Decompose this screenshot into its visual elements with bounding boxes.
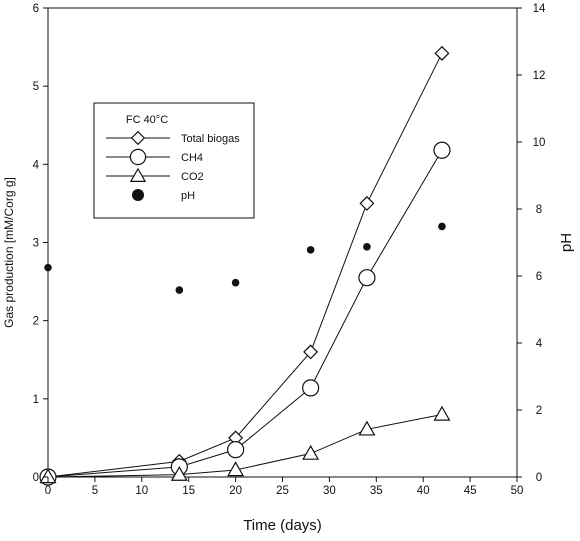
y-tick-label: 3 [33, 238, 39, 250]
y-tick-label: 6 [33, 3, 39, 15]
x-tick-label: 20 [229, 485, 242, 497]
legend-marker-ph [132, 189, 144, 201]
data-point-co2 [170, 465, 188, 481]
y2-tick-label: 4 [536, 338, 543, 350]
series-line-total-biogas [47, 53, 443, 478]
legend-label-ch4: CH4 [181, 152, 203, 164]
y2-tick-label: 6 [536, 271, 542, 283]
data-point-co2 [39, 468, 57, 484]
data-point-total-biogas [303, 344, 319, 360]
x-tick-label: 45 [464, 485, 477, 497]
y-tick-label: 0 [33, 472, 39, 484]
data-point-ph [306, 246, 315, 254]
y-tick-label: 2 [33, 316, 39, 328]
x-tick-label: 25 [276, 485, 289, 497]
data-point-ch4 [358, 269, 376, 287]
legend-title: FC 40°C [126, 114, 168, 126]
x-tick-label: 0 [45, 485, 51, 497]
data-point-ph [175, 286, 184, 294]
y-tick-label: 1 [33, 394, 39, 406]
data-point-co2 [358, 420, 376, 436]
y-tick-label: 5 [33, 81, 39, 93]
plot-frame [47, 7, 518, 478]
x-tick-label: 10 [135, 485, 148, 497]
data-point-co2 [302, 444, 320, 460]
legend-label-ph: pH [181, 190, 195, 202]
x-tick-label: 30 [323, 485, 336, 497]
data-point-ph [363, 243, 371, 251]
y2-tick-label: 2 [536, 405, 542, 417]
data-point-co2 [227, 461, 245, 477]
data-point-ph [231, 278, 240, 287]
x-tick-label: 15 [182, 485, 195, 497]
x-tick-label: 50 [511, 485, 524, 497]
y2-tick-label: 0 [536, 472, 542, 484]
y2-axis-title: pH [558, 233, 575, 252]
data-point-ch4 [227, 441, 245, 459]
y2-tick-label: 8 [536, 204, 542, 216]
data-point-ch4 [302, 379, 320, 397]
legend-box [93, 102, 255, 219]
legend-label-total-biogas: Total biogas [181, 133, 240, 145]
x-tick-label: 35 [370, 485, 383, 497]
data-point-total-biogas [359, 195, 375, 211]
y-axis-title: Gas production [mM/Corg g] [2, 177, 16, 328]
data-point-ph [438, 222, 446, 231]
series-line-ch4 [47, 150, 443, 478]
y2-tick-label: 14 [533, 3, 546, 15]
x-axis-title: Time (days) [243, 517, 322, 534]
data-point-co2 [433, 405, 451, 421]
legend-marker-total-biogas [130, 130, 146, 146]
x-tick-label: 5 [92, 485, 98, 497]
data-point-ph [44, 263, 52, 272]
y-tick-label: 4 [33, 159, 40, 171]
legend: FC 40°C Total biogas CH4 CO2 pH [93, 102, 255, 219]
y2-tick-label: 10 [533, 137, 546, 149]
legend-label-co2: CO2 [181, 171, 204, 183]
legend-marker-ch4 [129, 148, 147, 166]
legend-marker-co2 [129, 167, 147, 182]
series-line-co2 [47, 413, 443, 478]
data-point-total-biogas [434, 45, 450, 61]
y2-tick-label: 12 [533, 70, 546, 82]
data-point-ch4 [433, 141, 451, 159]
x-tick-label: 40 [417, 485, 430, 497]
